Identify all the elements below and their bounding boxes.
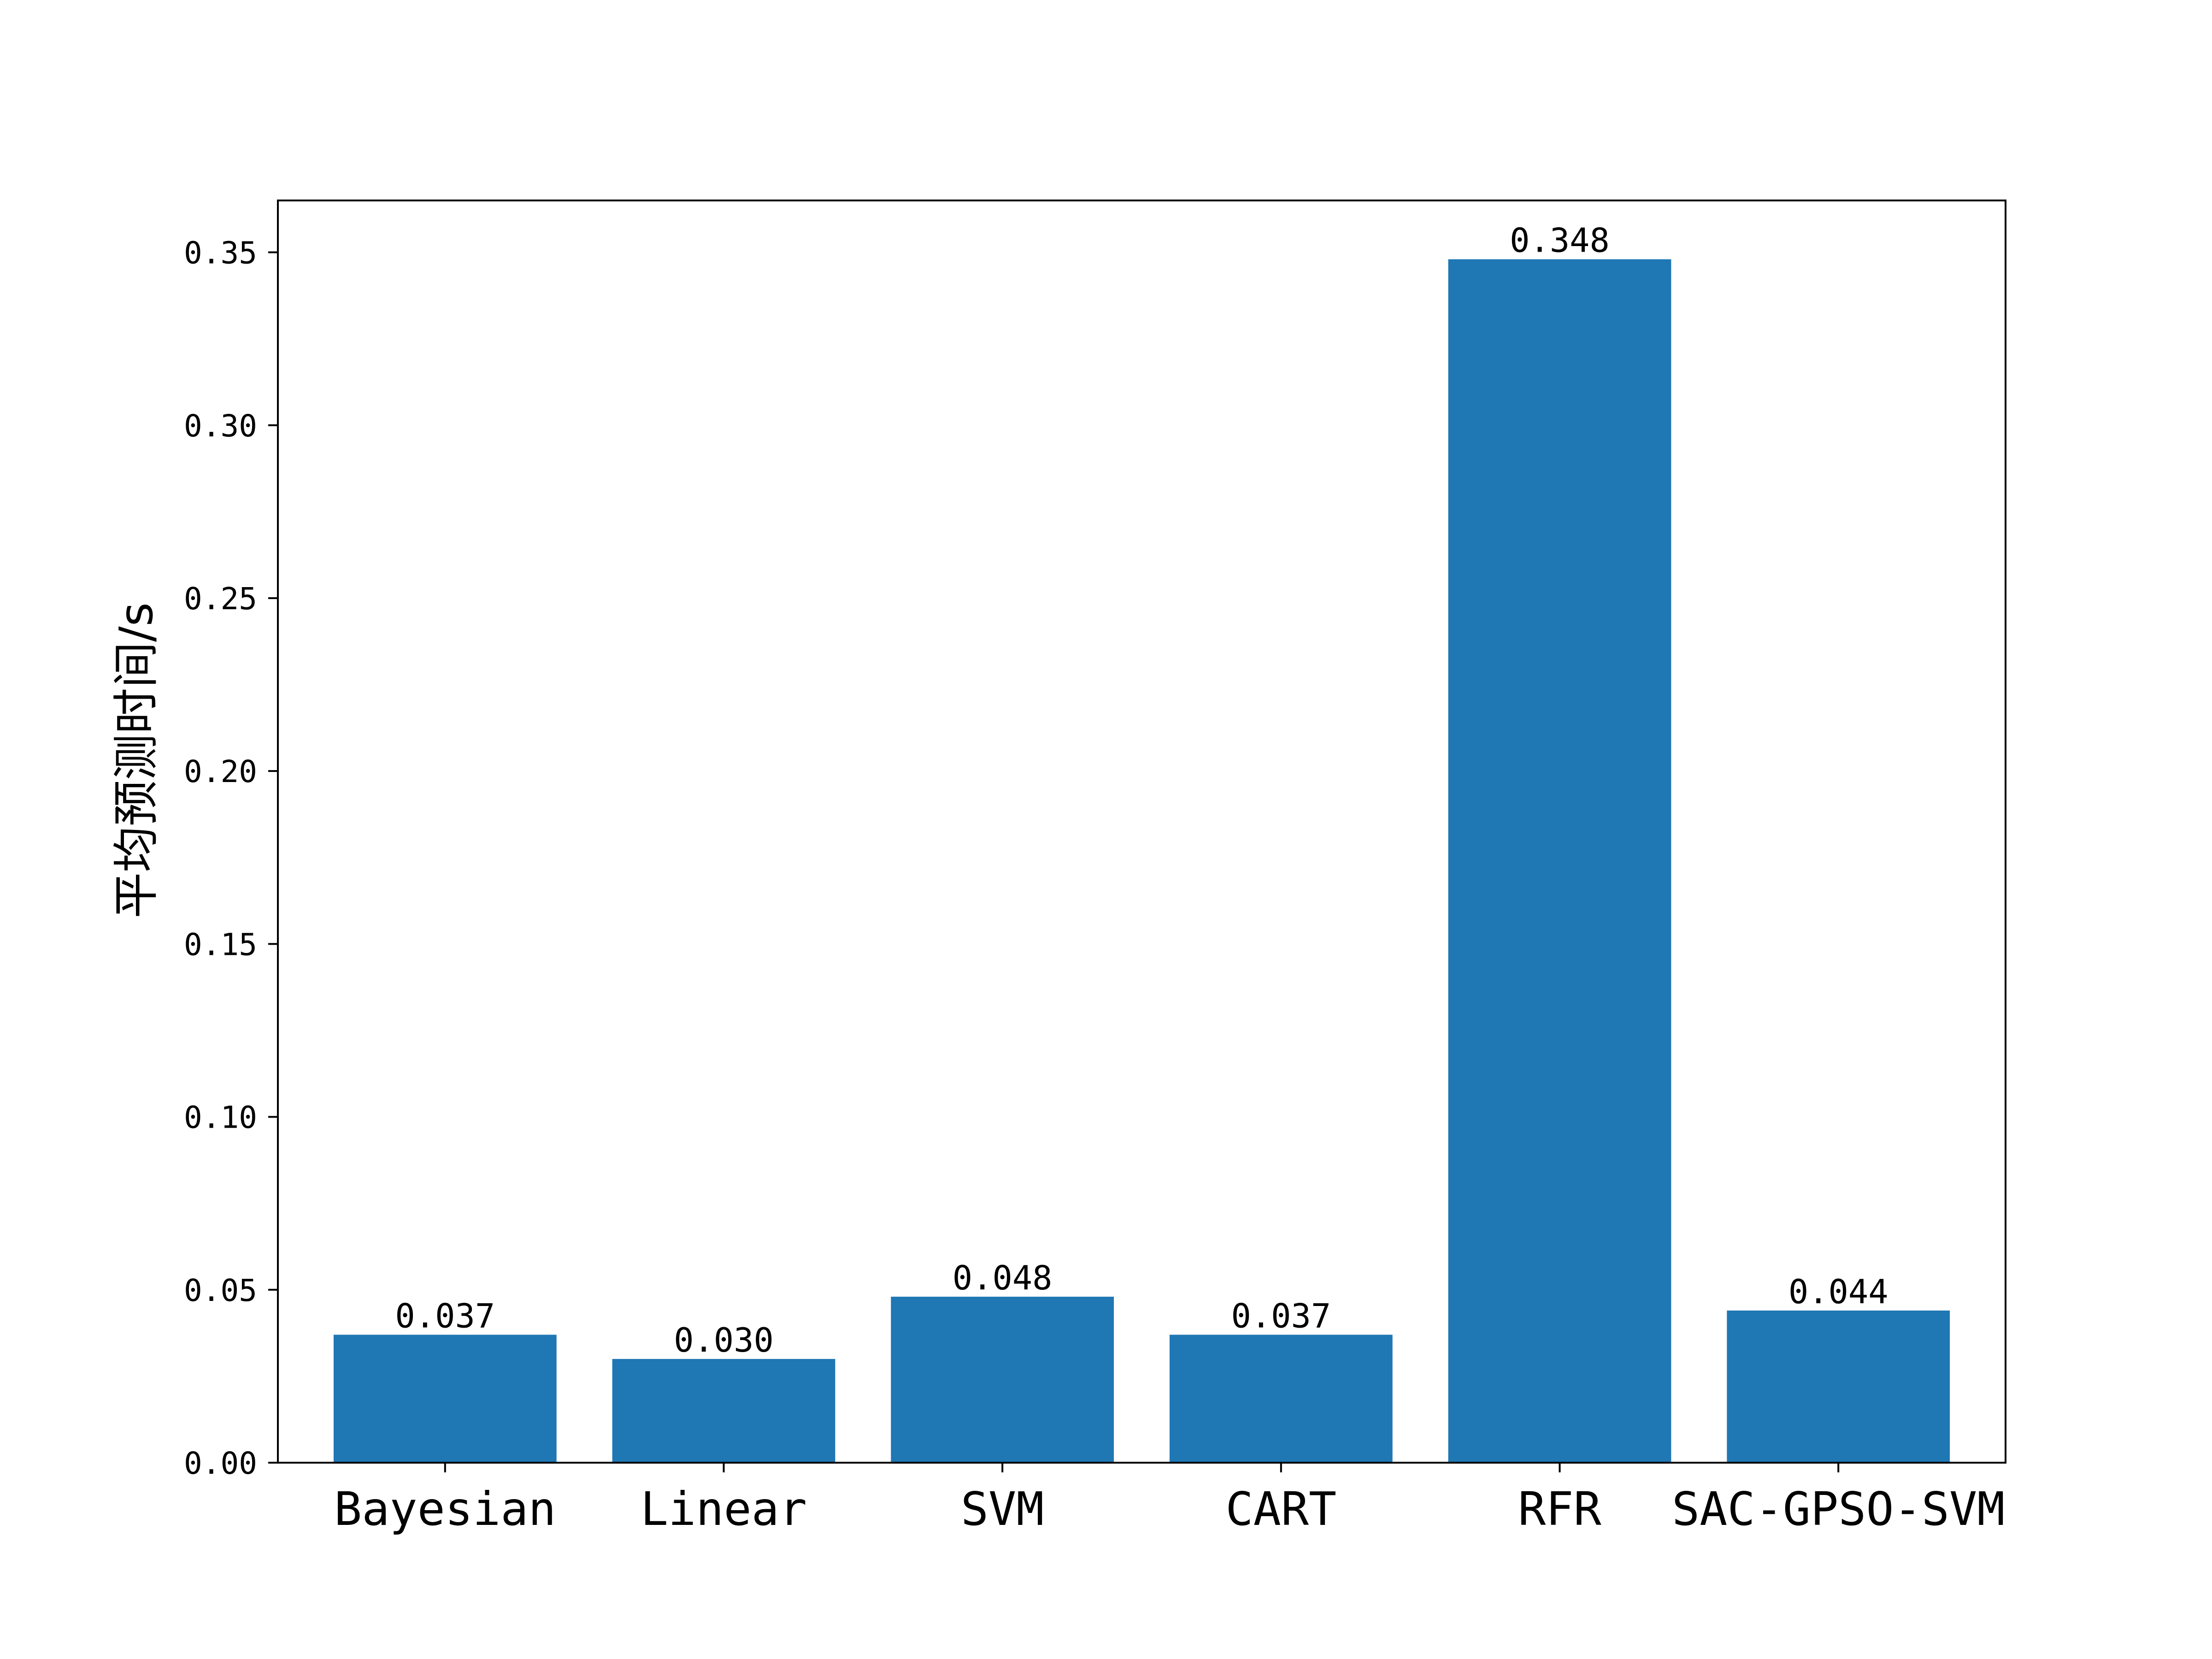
y-tick-label-0: 0.00 — [184, 1446, 257, 1481]
bar-cart — [1169, 1335, 1393, 1463]
bar-sac-gpso-svm — [1727, 1310, 1950, 1463]
data-label-linear: 0.030 — [674, 1321, 774, 1359]
plot-area: 0.037 0.030 0.048 0.037 0.348 0.044 Bayesian Li… — [184, 200, 2006, 1536]
y-tick-label-5: 0.25 — [184, 581, 257, 617]
x-tick-label-linear: Linear — [641, 1482, 807, 1536]
x-tick-label-cart: CART — [1225, 1482, 1336, 1536]
x-tick-label-svm: SVM — [961, 1482, 1044, 1536]
bar-linear — [612, 1359, 835, 1463]
data-label-rfr: 0.348 — [1510, 221, 1610, 260]
y-tick-label-2: 0.10 — [184, 1100, 257, 1135]
data-label-bayesian: 0.037 — [395, 1296, 495, 1335]
x-tick-label-bayesian: Bayesian — [334, 1482, 556, 1536]
bar-svm — [891, 1296, 1114, 1463]
y-tick-label-6: 0.30 — [184, 408, 257, 444]
axes-frame — [277, 200, 2006, 1464]
data-label-sac-gpso-svm: 0.044 — [1788, 1272, 1888, 1311]
y-tick-label-7: 0.35 — [184, 235, 257, 271]
y-axis-label: 平均预测时间/s — [109, 602, 163, 918]
data-label-cart: 0.037 — [1231, 1296, 1331, 1335]
y-tick-label-4: 0.20 — [184, 754, 257, 789]
x-tick-label-rfr: RFR — [1518, 1482, 1601, 1536]
y-tick-label-1: 0.05 — [184, 1273, 257, 1308]
data-label-svm: 0.048 — [953, 1259, 1053, 1297]
bar-bayesian — [333, 1335, 557, 1463]
x-tick-label-sac-gpso-svm: SAC-GPSO-SVM — [1672, 1482, 2005, 1536]
y-tick-label-3: 0.15 — [184, 927, 257, 962]
bar-rfr — [1448, 259, 1671, 1463]
